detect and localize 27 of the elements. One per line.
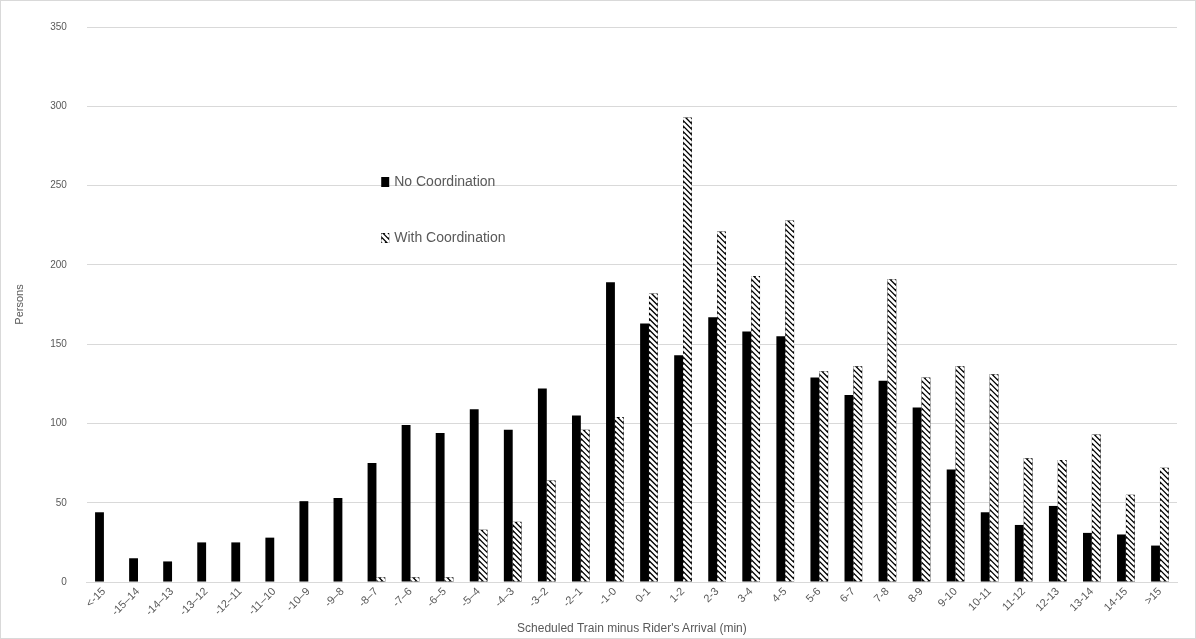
- x-tick-label: 1-2: [666, 584, 687, 605]
- x-tick-label: >15: [1141, 584, 1164, 607]
- x-tick-label: 3-4: [735, 584, 755, 605]
- y-tick-label: 300: [50, 100, 68, 112]
- x-tick-label: 6-7: [837, 584, 857, 605]
- x-tick-label: 4-5: [769, 584, 789, 605]
- y-tick-label: 250: [50, 179, 68, 191]
- x-tick-label: 8-9: [905, 584, 926, 605]
- y-tick-label: 200: [50, 258, 68, 270]
- x-tick-label: -2–1: [560, 584, 585, 609]
- x-tick-label: -1-0: [596, 584, 619, 608]
- x-tick-label: 2-3: [700, 584, 721, 605]
- x-axis-title: Scheduled Train minus Rider's Arrival (min): [517, 621, 747, 636]
- legend-label: No Coordination: [394, 172, 496, 189]
- x-tick-label: 0-1: [632, 584, 653, 605]
- y-tick-label: 50: [55, 496, 68, 508]
- x-tick-label: <-15: [83, 584, 108, 610]
- y-axis-title: Persons: [12, 283, 25, 325]
- x-tick-label: 5-6: [803, 584, 823, 605]
- x-tick-label: -3–2: [526, 584, 551, 609]
- y-tick-label: 0: [61, 575, 68, 587]
- x-tick-label: -4–3: [492, 584, 517, 609]
- x-tick-label: 7-8: [871, 584, 891, 605]
- y-tick-label: 100: [50, 417, 68, 429]
- y-tick-label: 350: [50, 20, 68, 32]
- y-tick-label: 150: [50, 337, 68, 349]
- legend-label: With Coordination: [394, 228, 506, 245]
